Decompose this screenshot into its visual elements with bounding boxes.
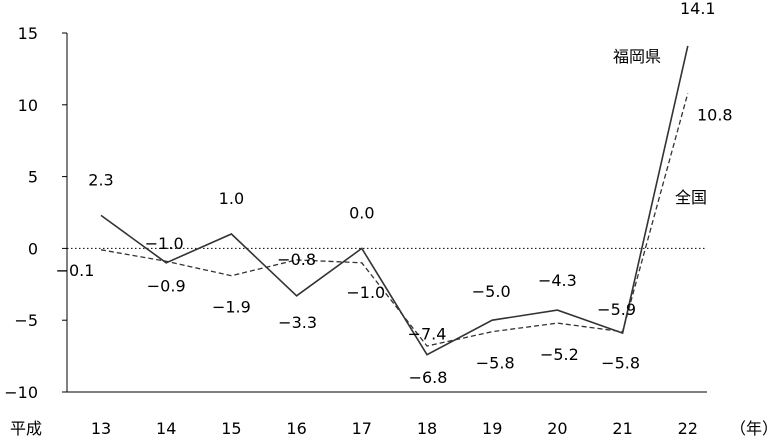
x-tick-label: 16 <box>286 419 306 438</box>
data-label-fukuoka: −7.4 <box>408 325 447 344</box>
data-label-national: −0.8 <box>277 250 316 269</box>
x-axis-prefix-label: 平成 <box>10 419 42 438</box>
x-tick-label: 21 <box>612 419 632 438</box>
data-label-national: −1.9 <box>212 298 251 317</box>
data-label-national: −1.0 <box>346 283 385 302</box>
data-label-national: −5.8 <box>601 354 640 373</box>
data-label-national: −0.9 <box>147 276 186 295</box>
x-tick-label: 14 <box>156 419 176 438</box>
x-tick-label: 22 <box>678 419 698 438</box>
data-label-fukuoka: 14.1 <box>680 0 716 18</box>
x-tick-label: 17 <box>352 419 372 438</box>
data-label-fukuoka: −3.3 <box>278 313 317 332</box>
y-tick-label: 0 <box>28 239 38 258</box>
x-tick-label: 18 <box>417 419 437 438</box>
data-label-fukuoka: −1.0 <box>145 234 184 253</box>
y-tick-label: 15 <box>18 24 38 43</box>
y-tick-label: 5 <box>28 168 38 187</box>
data-label-fukuoka: −5.0 <box>472 282 511 301</box>
data-label-fukuoka: 1.0 <box>219 189 244 208</box>
data-label-national: −5.8 <box>476 354 515 373</box>
x-tick-label: 15 <box>221 419 241 438</box>
x-tick-label: 20 <box>547 419 567 438</box>
data-label-national: −6.8 <box>409 368 448 387</box>
axis-layer: 15 10 5 0 −5 −10 13 14 15 16 17 18 19 20 21 22 <box>4 24 707 438</box>
data-label-national: 10.8 <box>697 105 733 124</box>
data-label-fukuoka: 2.3 <box>88 170 113 189</box>
y-tick-label: 10 <box>18 96 38 115</box>
x-tick-label: 19 <box>482 419 502 438</box>
data-label-fukuoka: −5.9 <box>597 300 636 319</box>
data-label-fukuoka: 0.0 <box>349 203 374 222</box>
data-label-national: −0.1 <box>56 261 95 280</box>
y-tick-label: −5 <box>14 311 38 330</box>
data-label-fukuoka: −4.3 <box>538 271 577 290</box>
series-label-national: 全国 <box>675 188 707 207</box>
data-label-national: −5.2 <box>540 345 579 364</box>
series-label-fukuoka: 福岡県 <box>613 47 661 66</box>
y-tick-label: −10 <box>4 383 38 402</box>
x-axis-unit-label: （年） <box>730 419 772 438</box>
x-tick-label: 13 <box>91 419 111 438</box>
